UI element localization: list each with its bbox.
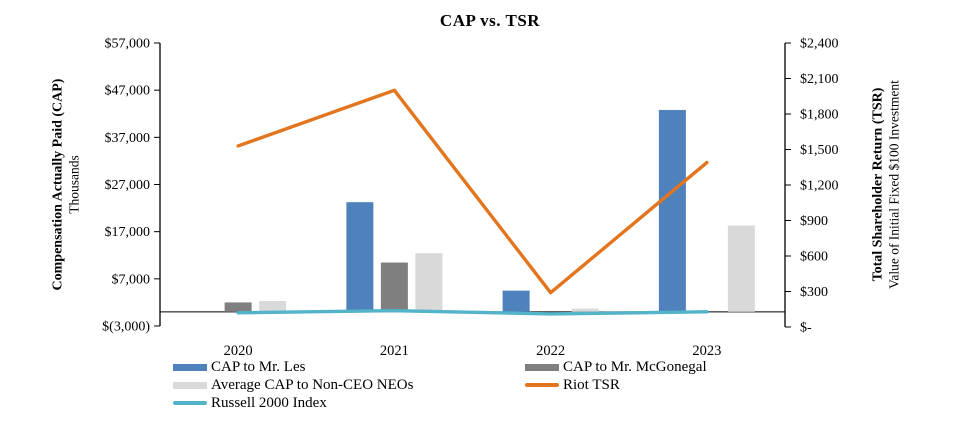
legend-label: CAP to Mr. Les <box>211 358 306 375</box>
legend-item-riot-tsr: Riot TSR <box>525 376 707 394</box>
left-axis-tick-label: $(3,000) <box>102 320 150 335</box>
right-axis-tick-label: $300 <box>800 285 828 300</box>
right-axis-tick-label: $2,100 <box>800 72 839 87</box>
left-axis-tick-label: $47,000 <box>105 84 151 99</box>
legend-label: CAP to Mr. McGonegal <box>563 358 707 375</box>
bar-cap-to-mr-mcgonegal-2020 <box>224 302 252 312</box>
legend-item-average-cap-to-non-ceo-neos: Average CAP to Non-CEO NEOs <box>173 376 413 394</box>
bar-average-cap-to-non-ceo-neos-2020 <box>259 301 287 312</box>
legend-bar-swatch <box>525 363 559 371</box>
legend-column-1: CAP to Mr. Les Average CAP to Non-CEO NEO… <box>173 358 413 412</box>
legend: CAP to Mr. Les Average CAP to Non-CEO NEO… <box>0 358 971 418</box>
left-axis-tick-label: $27,000 <box>105 178 151 193</box>
right-axis-tick-label: $2,400 <box>800 37 839 52</box>
legend-label: Riot TSR <box>563 376 620 393</box>
bar-cap-to-mr-les-2023 <box>658 109 686 312</box>
legend-bar-swatch <box>173 363 207 371</box>
legend-label: Russell 2000 Index <box>211 394 327 411</box>
legend-label: Average CAP to Non-CEO NEOs <box>211 376 414 393</box>
legend-line-swatch <box>525 383 559 387</box>
left-axis-tick-label: $7,000 <box>112 272 151 287</box>
line-riot-tsr <box>236 88 709 295</box>
right-axis-tick-label: $1,500 <box>800 143 839 158</box>
legend-item-cap-to-mr-les: CAP to Mr. Les <box>173 358 413 376</box>
legend-item-russell-2000-index: Russell 2000 Index <box>173 394 413 412</box>
legend-item-cap-to-mr-mcgonegal: CAP to Mr. McGonegal <box>525 358 707 376</box>
line-russell-2000-index <box>236 308 709 316</box>
right-axis-tick-label: $1,200 <box>800 179 839 194</box>
legend-bar-swatch <box>173 381 207 389</box>
bar-cap-to-mr-mcgonegal-2021 <box>380 262 408 312</box>
x-axis-label-2021: 2021 <box>380 343 409 359</box>
right-axis-tick-label: $900 <box>800 214 828 229</box>
left-axis-tick-label: $37,000 <box>105 131 151 146</box>
bar-average-cap-to-non-ceo-neos-2023 <box>727 225 755 312</box>
right-axis-tick-label: $1,800 <box>800 108 839 123</box>
right-axis-tick-label: $- <box>800 321 812 336</box>
x-axis-label-2020: 2020 <box>224 343 253 359</box>
bar-cap-to-mr-les-2021 <box>346 202 374 312</box>
x-axis-label-2023: 2023 <box>692 343 721 359</box>
chart-title: CAP vs. TSR <box>439 11 541 30</box>
x-axis-label-2022: 2022 <box>536 343 565 359</box>
bar-average-cap-to-non-ceo-neos-2021 <box>415 253 443 312</box>
right-axis-tick-label: $600 <box>800 250 828 265</box>
left-axis-tick-label: $57,000 <box>105 37 151 52</box>
bar-cap-to-mr-les-2022 <box>502 290 530 312</box>
bar-average-cap-to-non-ceo-neos-2022 <box>571 308 599 312</box>
left-axis-tick-label: $17,000 <box>105 225 151 240</box>
legend-column-2: CAP to Mr. McGonegal Riot TSR <box>525 358 707 394</box>
legend-line-swatch <box>173 401 207 405</box>
